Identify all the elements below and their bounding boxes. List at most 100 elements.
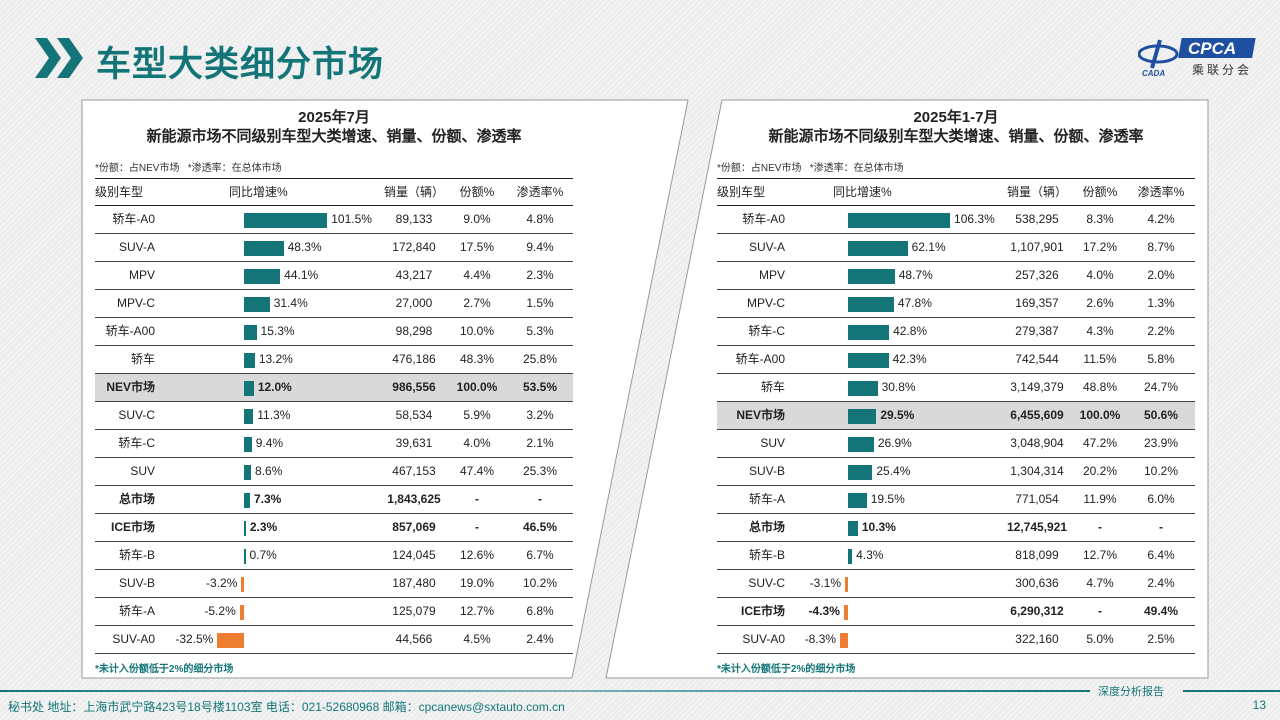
growth-label: 48.3% (287, 240, 322, 254)
sales-value: 27,000 (395, 296, 433, 310)
sales-value: 98,298 (395, 324, 433, 338)
growth-label: 42.3% (892, 352, 927, 366)
growth-label: 15.3% (260, 324, 295, 338)
growth-label: 44.1% (284, 268, 319, 282)
growth-bar (848, 325, 890, 340)
sales-value: 257,326 (1015, 268, 1059, 282)
growth-bar (244, 213, 328, 228)
share-value: 47.4% (459, 464, 495, 478)
segment-name: 总市场 (748, 520, 785, 534)
table-row: MPV 48.7% 257,326 4.0% 2.0% (717, 262, 1195, 290)
table-row: SUV-C -3.1% 300,636 4.7% 2.4% (717, 570, 1195, 598)
page-number: 13 (1252, 698, 1266, 712)
column-header-growth: 同比增速% (833, 185, 892, 199)
sales-value: 3,149,379 (1010, 380, 1064, 394)
segment-name: SUV-A (748, 240, 785, 254)
segment-name: SUV (130, 464, 155, 478)
growth-label: -8.3% (804, 632, 837, 646)
svg-text:CADA: CADA (1142, 69, 1165, 78)
share-value: 47.2% (1082, 436, 1118, 450)
growth-bar (848, 437, 874, 452)
share-value: 4.7% (1086, 576, 1114, 590)
growth-label: 11.3% (257, 408, 291, 422)
share-value: 100.0% (456, 380, 498, 394)
table-row: SUV-C 11.3% 58,534 5.9% 3.2% (95, 402, 573, 430)
sales-value: 300,636 (1015, 576, 1059, 590)
segment-name: 轿车-A00 (105, 324, 155, 338)
sales-value: 12,745,921 (1006, 520, 1068, 534)
pen-value: 8.7% (1147, 240, 1175, 254)
table-row: SUV-A 48.3% 172,840 17.5% 9.4% (95, 234, 573, 262)
segment-name: 轿车-A00 (735, 352, 785, 366)
share-value: 5.9% (463, 408, 491, 422)
share-value: 5.0% (1086, 632, 1114, 646)
growth-bar (244, 549, 246, 564)
column-header-growth: 同比增速% (229, 185, 288, 199)
segment-name: MPV-C (116, 296, 155, 310)
panel-note: *份额：占NEV市场 *渗透率：在总体市场 (95, 163, 282, 174)
growth-label: 4.3% (856, 548, 884, 562)
table-row: SUV-B -3.2% 187,480 19.0% 10.2% (95, 570, 573, 598)
growth-bar (848, 465, 873, 480)
panel-title-desc: 新能源市场不同级别车型大类增速、销量、份额、渗透率 (146, 128, 522, 145)
segment-name: 轿车-C (748, 324, 785, 338)
sales-value: 1,304,314 (1010, 464, 1064, 478)
share-value: 4.4% (463, 268, 491, 282)
share-value: 100.0% (1079, 408, 1121, 422)
column-header-type: 级别车型 (95, 185, 144, 199)
segment-name: 总市场 (118, 492, 155, 506)
table-row: 轿车-A0 106.3% 538,295 8.3% 4.2% (717, 206, 1195, 234)
growth-bar (848, 521, 858, 536)
segment-name: SUV-B (118, 576, 155, 590)
share-value: 19.0% (459, 576, 495, 590)
segment-name: SUV-A0 (742, 632, 785, 646)
pen-value: 25.8% (522, 352, 558, 366)
pen-value: 2.3% (526, 268, 554, 282)
pen-value: 23.9% (1143, 436, 1179, 450)
growth-bar (848, 213, 951, 228)
table-row: 轿车 13.2% 476,186 48.3% 25.8% (95, 346, 573, 374)
panel-title-desc: 新能源市场不同级别车型大类增速、销量、份额、渗透率 (768, 128, 1144, 145)
pen-value: - (538, 492, 542, 506)
growth-bar (244, 297, 270, 312)
pen-value: 2.0% (1147, 268, 1175, 282)
sales-value: 172,840 (392, 240, 436, 254)
share-value: 12.7% (459, 604, 495, 618)
pen-value: 24.7% (1143, 380, 1179, 394)
table-row: NEV市场 12.0% 986,556 100.0% 53.5% (95, 374, 573, 402)
table-row: 轿车-A 19.5% 771,054 11.9% 6.0% (717, 486, 1195, 514)
column-header-pen: 渗透率% (1137, 185, 1185, 199)
column-header-pen: 渗透率% (516, 185, 564, 199)
table-row: SUV-A0 -8.3% 322,160 5.0% 2.5% (717, 626, 1195, 654)
footer-divider (0, 690, 1090, 692)
sales-value: 89,133 (395, 212, 433, 226)
growth-label: -3.1% (809, 576, 842, 590)
table-row: SUV-A 62.1% 1,107,901 17.2% 8.7% (717, 234, 1195, 262)
segment-name: 轿车-A (118, 604, 155, 618)
pen-value: 2.5% (1147, 632, 1175, 646)
column-header-sales: 销量（辆） (1006, 185, 1067, 199)
table-row: MPV-C 31.4% 27,000 2.7% 1.5% (95, 290, 573, 318)
share-value: 12.7% (1082, 548, 1118, 562)
pen-value: 3.2% (526, 408, 554, 422)
pen-value: 2.1% (526, 436, 554, 450)
segment-table: 级别车型 同比增速% 销量（辆） 份额% 渗透率% 轿车-A0 101.5% 89,133 9.… (95, 178, 573, 654)
pen-value: 53.5% (522, 380, 558, 394)
growth-label: 48.7% (898, 268, 933, 282)
growth-label: -5.2% (204, 604, 236, 618)
pen-value: - (1159, 520, 1163, 534)
growth-bar (244, 493, 250, 508)
growth-bar (241, 577, 244, 592)
table-row: 轿车-C 9.4% 39,631 4.0% 2.1% (95, 430, 573, 458)
panel-title-period: 2025年7月 (298, 109, 370, 126)
table-row: ICE市场 2.3% 857,069 - 46.5% (95, 514, 573, 542)
growth-bar (244, 521, 246, 536)
growth-label: 106.3% (954, 212, 995, 226)
growth-label: 30.8% (881, 380, 916, 394)
growth-bar (244, 381, 254, 396)
table-row: SUV 26.9% 3,048,904 47.2% 23.9% (717, 430, 1195, 458)
sales-value: 124,045 (392, 548, 436, 562)
segment-name: NEV市场 (106, 380, 155, 394)
pen-value: 46.5% (522, 520, 558, 534)
growth-label: 10.3% (861, 520, 896, 534)
